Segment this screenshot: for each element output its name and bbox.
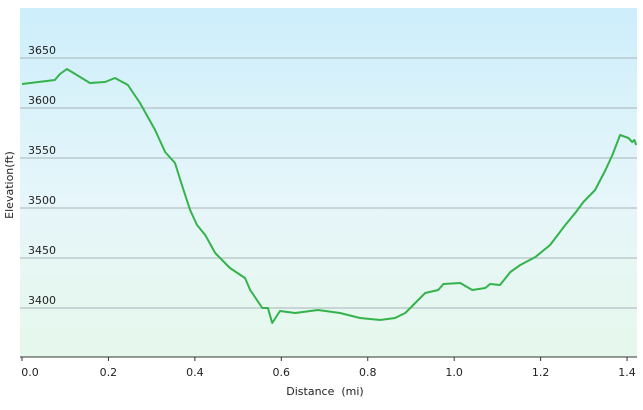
plot-area: [20, 8, 637, 357]
y-tick-label: 3600: [28, 94, 56, 107]
x-tick-label: 0.6: [273, 366, 291, 379]
x-tick-label: 1.4: [618, 366, 636, 379]
y-tick-label: 3400: [28, 294, 56, 307]
y-tick-label: 3650: [28, 44, 56, 57]
x-tick-label: 0.2: [100, 366, 118, 379]
elevation-line: [21, 68, 638, 324]
x-axis-label: Distance (mi): [286, 385, 363, 398]
y-axis-label: Elevation(ft): [3, 151, 16, 219]
x-tick-label: 1.0: [445, 366, 463, 379]
x-tick-label: 0.8: [359, 366, 377, 379]
x-tick-label: 1.2: [532, 366, 550, 379]
y-tick-label: 3550: [28, 144, 56, 157]
x-tick-label: 0.0: [21, 366, 39, 379]
y-tick-label: 3500: [28, 194, 56, 207]
y-tick-label: 3450: [28, 244, 56, 257]
x-tick-label: 0.4: [186, 366, 204, 379]
